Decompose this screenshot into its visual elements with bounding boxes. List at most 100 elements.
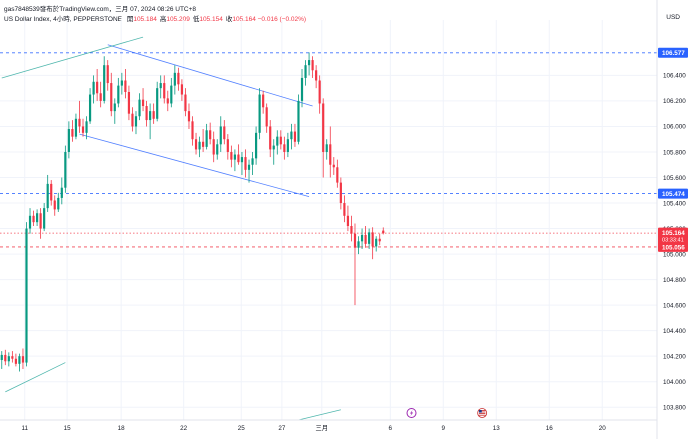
change-value: −0.016 (−0.02%) (257, 16, 307, 23)
candle (244, 149, 247, 178)
candle-body (81, 126, 85, 133)
candle-body (0, 354, 3, 361)
candle (110, 72, 113, 117)
candle (269, 120, 272, 158)
candle-body (173, 72, 176, 86)
candle-body (283, 144, 286, 152)
grid (0, 20, 657, 420)
candle-body (60, 187, 63, 198)
candle-body (339, 182, 342, 204)
candle (131, 107, 134, 132)
lightning-icon (406, 408, 417, 418)
price-tag-106.577: 106.577 (658, 47, 688, 58)
candle-body (325, 144, 328, 152)
candle-body (343, 203, 346, 216)
candle (163, 75, 166, 104)
price-tag-105.474-bg (658, 188, 688, 199)
y-tick-label: 105.000 (663, 251, 686, 258)
us-flag-stripe (478, 414, 486, 416)
candle-body (64, 151, 67, 188)
candle-body (110, 83, 113, 112)
candle (293, 123, 297, 147)
candle-body (141, 99, 145, 107)
candle (74, 113, 78, 140)
candle (378, 233, 381, 246)
candle-body (50, 183, 53, 201)
candle (113, 98, 116, 124)
candle-body (233, 154, 236, 160)
candle-body (357, 241, 360, 248)
ohlc-label: 開 (126, 16, 134, 23)
candle-body (25, 228, 28, 363)
candle (50, 180, 53, 206)
candle-body (163, 83, 166, 99)
candle-body (149, 111, 152, 121)
candle (191, 116, 194, 146)
candle (64, 145, 67, 193)
candle (279, 130, 282, 150)
candle-body (159, 83, 162, 89)
candle (290, 123, 293, 150)
candle (141, 88, 145, 112)
candle-body (71, 129, 74, 137)
candle-body (240, 157, 244, 163)
candle-body (21, 356, 25, 363)
candle-body (216, 144, 219, 155)
candle-body (258, 94, 261, 133)
candle (300, 69, 304, 108)
candle-body (177, 72, 180, 85)
x-tick-label: 18 (118, 425, 126, 432)
candle-body (106, 65, 109, 84)
candle-body (290, 131, 293, 140)
candle (258, 88, 261, 140)
ohlc-value: 105.154 (199, 16, 223, 23)
us-flag-icon (477, 408, 488, 418)
candle (138, 93, 141, 121)
candle-body (251, 158, 254, 165)
candle-body (318, 80, 321, 104)
candle (286, 132, 289, 158)
candle-body (180, 84, 184, 95)
x-tick-label: 三月 (315, 424, 328, 432)
x-tick-label: 9 (442, 425, 446, 432)
candle (202, 129, 205, 152)
candle-body (329, 144, 332, 165)
candle-body (134, 116, 138, 127)
candle (180, 79, 184, 101)
candle (194, 132, 198, 155)
candle-body (43, 208, 46, 229)
candle-body (14, 358, 17, 364)
trendline-small-bottom-line (298, 409, 341, 421)
candle (166, 90, 169, 112)
candle (219, 116, 222, 152)
event-icons (406, 408, 488, 418)
candle (332, 157, 335, 175)
candle-body (375, 238, 378, 247)
ohlc-values: 開105.184 高105.209 低105.154 收105.164 (124, 16, 258, 23)
symbol-title[interactable]: US Dollar Index, 4小時, PEPPERSTONE (4, 16, 123, 23)
candle (177, 67, 180, 91)
candle-body (99, 93, 102, 101)
candle (21, 348, 25, 369)
candle (240, 151, 244, 175)
candle-body (194, 139, 198, 150)
candles (0, 52, 385, 372)
candle (375, 236, 378, 252)
candle (32, 210, 35, 226)
candle (251, 151, 254, 175)
candle-body (237, 154, 240, 163)
candle (145, 100, 148, 127)
currency-label[interactable]: USD (666, 14, 680, 21)
x-tick-label: 27 (278, 425, 286, 432)
candle-body (74, 118, 78, 137)
x-tick-label: 22 (180, 425, 188, 432)
candle (216, 139, 219, 160)
candle (311, 56, 314, 78)
candle (339, 177, 342, 210)
candle-body (297, 100, 300, 142)
candle-body (85, 121, 88, 133)
